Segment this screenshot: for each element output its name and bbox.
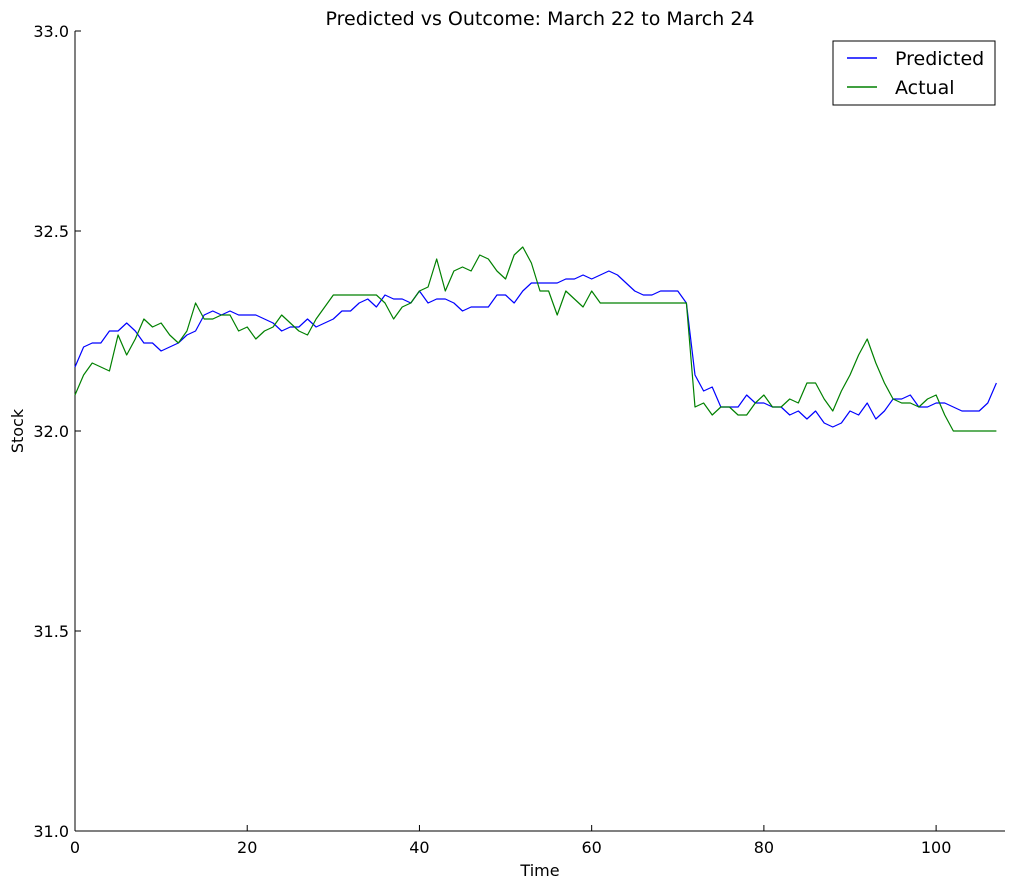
ticks: 0 20 40 60 80 100 31.0 31.5 32.0 32.5 33.0 <box>33 22 951 857</box>
y-tick-label: 31.0 <box>33 822 69 841</box>
y-axis-label: Stock <box>8 408 27 453</box>
legend-label-actual: Actual <box>895 77 955 99</box>
legend: Predicted Actual <box>832 40 996 106</box>
x-tick-label: 0 <box>70 838 80 857</box>
y-tick-label: 31.5 <box>33 622 69 641</box>
x-tick-label: 80 <box>754 838 774 857</box>
series-line-predicted <box>74 270 997 428</box>
y-tick-label: 32.0 <box>33 422 69 441</box>
x-tick-label: 60 <box>581 838 601 857</box>
series-lines <box>74 246 997 432</box>
series-line-actual <box>74 246 997 432</box>
legend-label-predicted: Predicted <box>895 48 984 70</box>
x-tick-label: 20 <box>237 838 257 857</box>
x-tick-label: 40 <box>409 838 429 857</box>
legend-box <box>832 40 996 106</box>
x-axis-label: Time <box>519 861 559 880</box>
chart-title: Predicted vs Outcome: March 22 to March … <box>326 8 755 30</box>
x-tick-label: 100 <box>921 838 952 857</box>
y-tick-label: 33.0 <box>33 22 69 41</box>
y-tick-label: 32.5 <box>33 222 69 241</box>
axes <box>74 31 1005 832</box>
